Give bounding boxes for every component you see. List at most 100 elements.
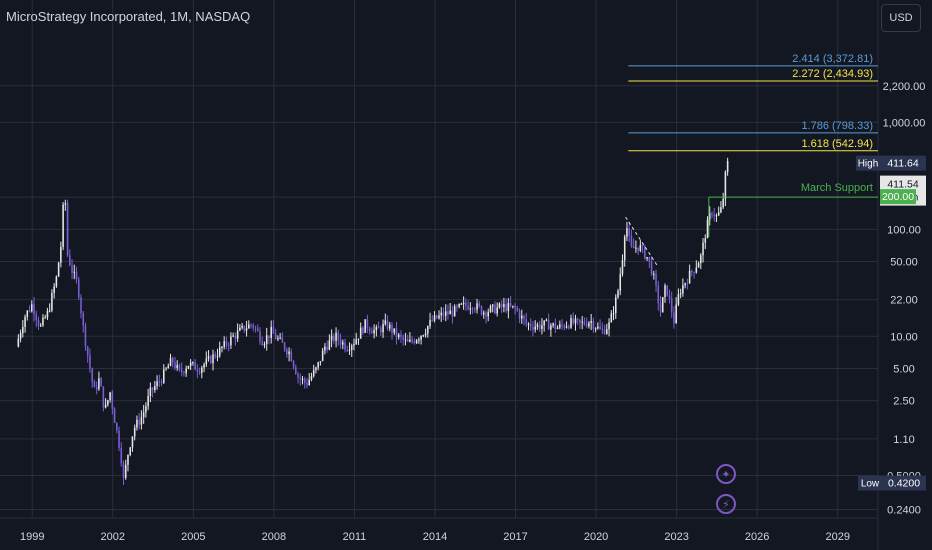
- candle-body: [183, 372, 185, 374]
- y-tick-label: 2.50: [893, 396, 914, 408]
- candle-body: [386, 320, 389, 329]
- candle-body: [397, 334, 400, 338]
- candle-body: [223, 341, 225, 348]
- candle-body: [543, 320, 545, 326]
- candle-body: [303, 378, 306, 383]
- candle-body: [111, 392, 114, 409]
- candle-body: [274, 333, 277, 340]
- candle-body: [149, 387, 152, 396]
- candle-body: [382, 324, 384, 333]
- lightning-icon[interactable]: ⚡: [716, 494, 736, 514]
- sparkle-icon[interactable]: ✦: [716, 464, 736, 484]
- currency-selector[interactable]: USD: [881, 4, 921, 32]
- candle-body: [471, 308, 474, 310]
- candle-body: [26, 310, 29, 317]
- candle-body: [337, 332, 340, 340]
- candle-body: [462, 302, 465, 304]
- candle-body: [203, 364, 205, 368]
- y-tick-label: 1.10: [893, 434, 914, 446]
- candle-body: [498, 303, 501, 308]
- candle-body: [225, 341, 228, 346]
- candle-body: [534, 326, 536, 330]
- candle-body: [209, 356, 212, 364]
- candle-body: [75, 271, 78, 280]
- candle-body: [357, 338, 360, 340]
- candle-body: [400, 334, 402, 337]
- candle-body: [574, 318, 577, 324]
- candle-body: [482, 312, 485, 315]
- candle-body: [588, 322, 590, 327]
- candle-body: [552, 323, 554, 326]
- candle-body: [310, 376, 313, 380]
- candle-body: [686, 283, 689, 285]
- candle-body: [187, 366, 190, 369]
- y-tick-label: 10.00: [890, 331, 918, 343]
- candle-body: [525, 319, 528, 325]
- candle-body: [635, 247, 637, 249]
- x-tick-label: 2023: [664, 531, 688, 543]
- y-tick-label: 2,200.00: [883, 81, 926, 93]
- candle-body: [722, 198, 724, 208]
- candle-body: [252, 325, 255, 328]
- candle-body: [151, 387, 154, 391]
- candle-body: [567, 326, 570, 328]
- candle-body: [706, 219, 709, 239]
- candle-body: [608, 322, 610, 330]
- candle-body: [438, 315, 440, 319]
- candle-body: [518, 310, 521, 319]
- y-tick-label: 1,000.00: [883, 117, 926, 129]
- y-tick-label: 5.00: [893, 363, 914, 375]
- candle-body: [514, 305, 516, 309]
- candle-body: [657, 285, 660, 304]
- candle-body: [630, 235, 633, 247]
- fib-level-label: 1.786 (798.33): [801, 120, 873, 132]
- candle-body: [500, 303, 503, 308]
- candle-body: [277, 338, 279, 340]
- candle-body: [30, 304, 33, 312]
- candle-body: [53, 286, 55, 293]
- candle-body: [576, 318, 579, 320]
- high-value: 411.64: [887, 158, 918, 170]
- low-label: Low: [861, 479, 880, 490]
- candle-body: [272, 327, 275, 334]
- candle-body: [42, 317, 44, 326]
- candle-body: [95, 387, 98, 390]
- candle-body: [270, 327, 272, 338]
- candle-body: [424, 333, 427, 336]
- support-tag-box: [880, 189, 916, 205]
- candle-body: [281, 337, 284, 343]
- candle-body: [163, 369, 165, 383]
- candle-body: [469, 308, 472, 310]
- candle-body: [62, 204, 64, 248]
- candle-body: [286, 349, 288, 355]
- candle-body: [726, 161, 729, 172]
- candle-body: [107, 400, 109, 405]
- candle-body: [145, 406, 147, 413]
- candle-body: [373, 329, 375, 334]
- candle-body: [368, 328, 371, 332]
- candle-body: [136, 419, 138, 428]
- candle-body: [248, 324, 250, 329]
- candle-body: [485, 312, 487, 317]
- candle-body: [171, 357, 174, 363]
- candle-body: [585, 324, 588, 327]
- candle-body: [570, 318, 572, 328]
- candle-body: [554, 323, 557, 329]
- candle-body: [693, 271, 695, 273]
- candle-body: [328, 340, 331, 350]
- candle-body: [592, 320, 595, 329]
- candle-body: [295, 367, 297, 375]
- low-label-box: [858, 475, 882, 491]
- candle-body: [169, 357, 172, 367]
- candle-body: [51, 292, 53, 311]
- candle-body: [346, 349, 349, 351]
- candle-body: [377, 327, 380, 329]
- candle-body: [561, 324, 563, 326]
- candle-body: [28, 310, 31, 312]
- candle-body: [353, 344, 355, 346]
- x-tick-label: 2008: [262, 531, 286, 543]
- candle-body: [411, 339, 413, 342]
- y-tick-label: 0.2400: [887, 505, 921, 517]
